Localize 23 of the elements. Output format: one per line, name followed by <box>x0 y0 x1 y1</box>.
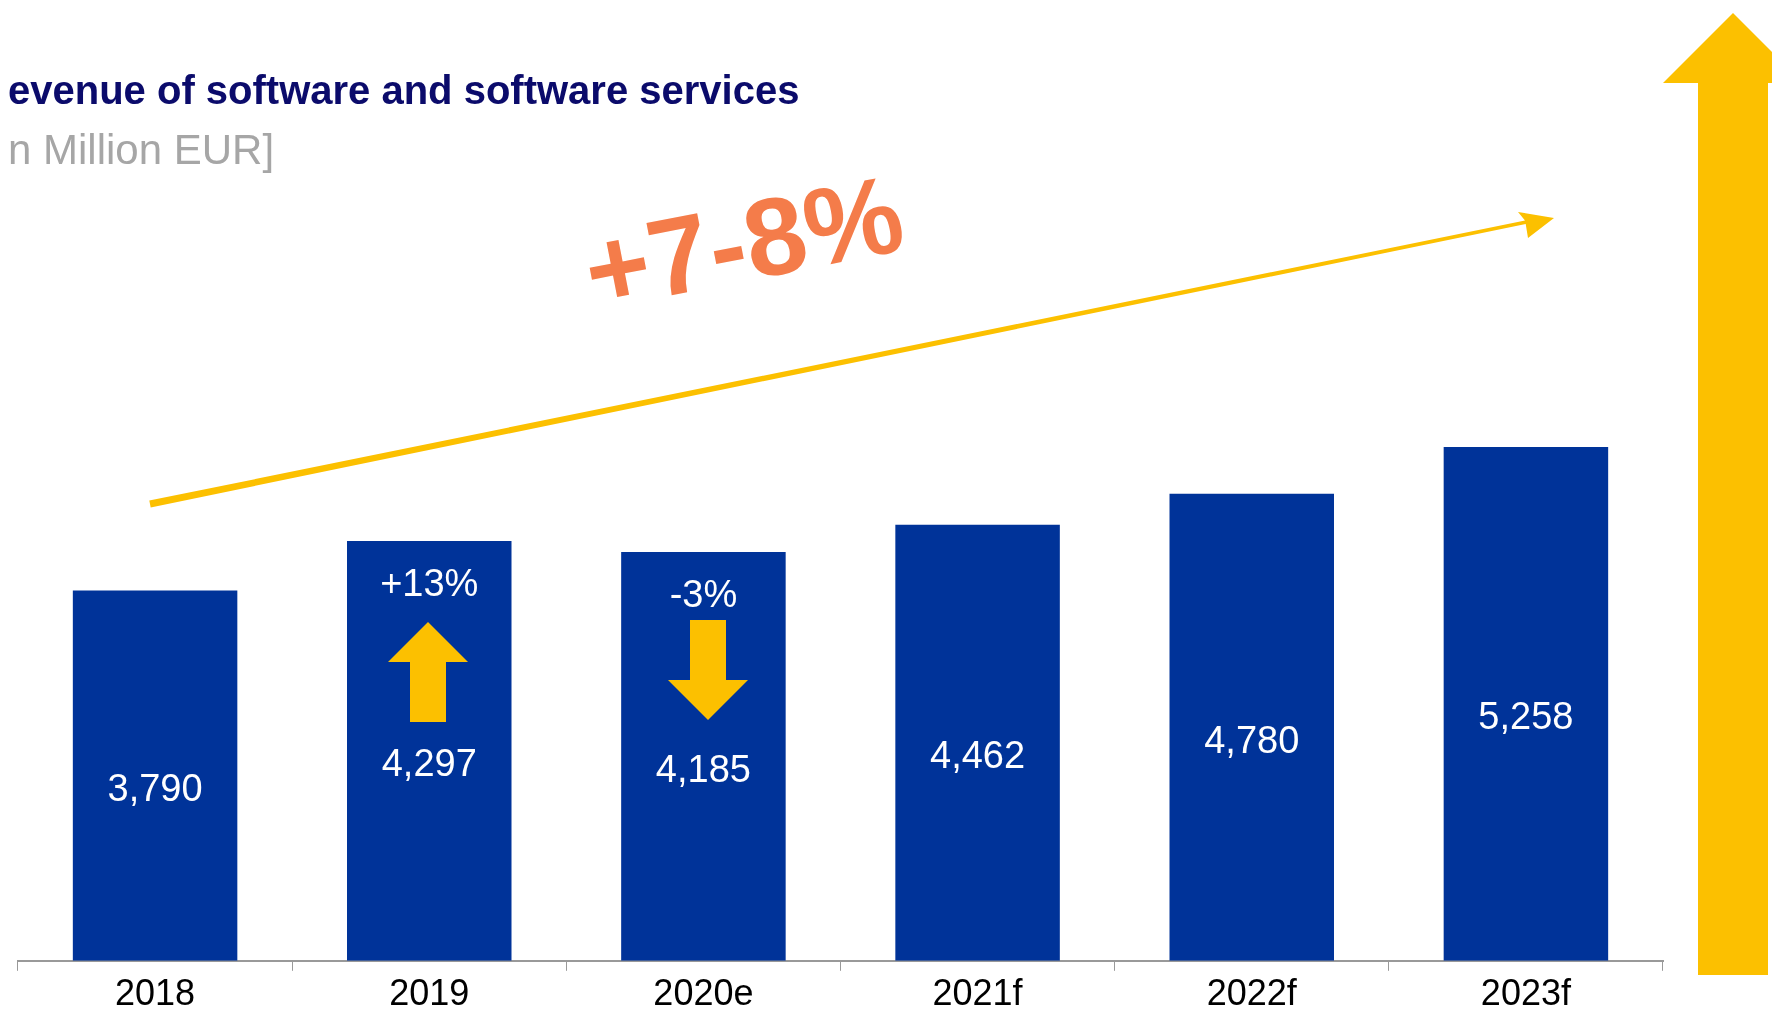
bar <box>347 540 512 961</box>
x-tick-label: 2019 <box>389 972 470 1014</box>
bar <box>895 524 1060 961</box>
annotation: +13% <box>380 562 479 605</box>
text: +7-8% <box>573 150 914 335</box>
data-label: 4,780 <box>1204 718 1300 761</box>
bar <box>1443 447 1609 961</box>
data-label: 3,790 <box>107 767 203 810</box>
bar <box>621 551 786 961</box>
data-label: 4,462 <box>930 734 1026 777</box>
data-label: 4,185 <box>655 747 751 790</box>
bar <box>72 590 238 961</box>
data-label: 5,258 <box>1478 695 1574 738</box>
annotation: -3% <box>669 573 738 616</box>
x-tick-label: 2022f <box>1206 972 1298 1014</box>
x-tick-label: 2018 <box>115 972 196 1014</box>
data-label: 4,297 <box>381 742 477 785</box>
chart-title: evenue of software and software services <box>8 68 800 113</box>
x-tick-label: 2020e <box>653 972 754 1014</box>
x-tick-label: 2023f <box>1480 972 1572 1014</box>
bar <box>1169 493 1334 961</box>
x-tick-label: 2021f <box>932 972 1024 1014</box>
chart-subtitle: n Million EUR] <box>8 126 275 174</box>
